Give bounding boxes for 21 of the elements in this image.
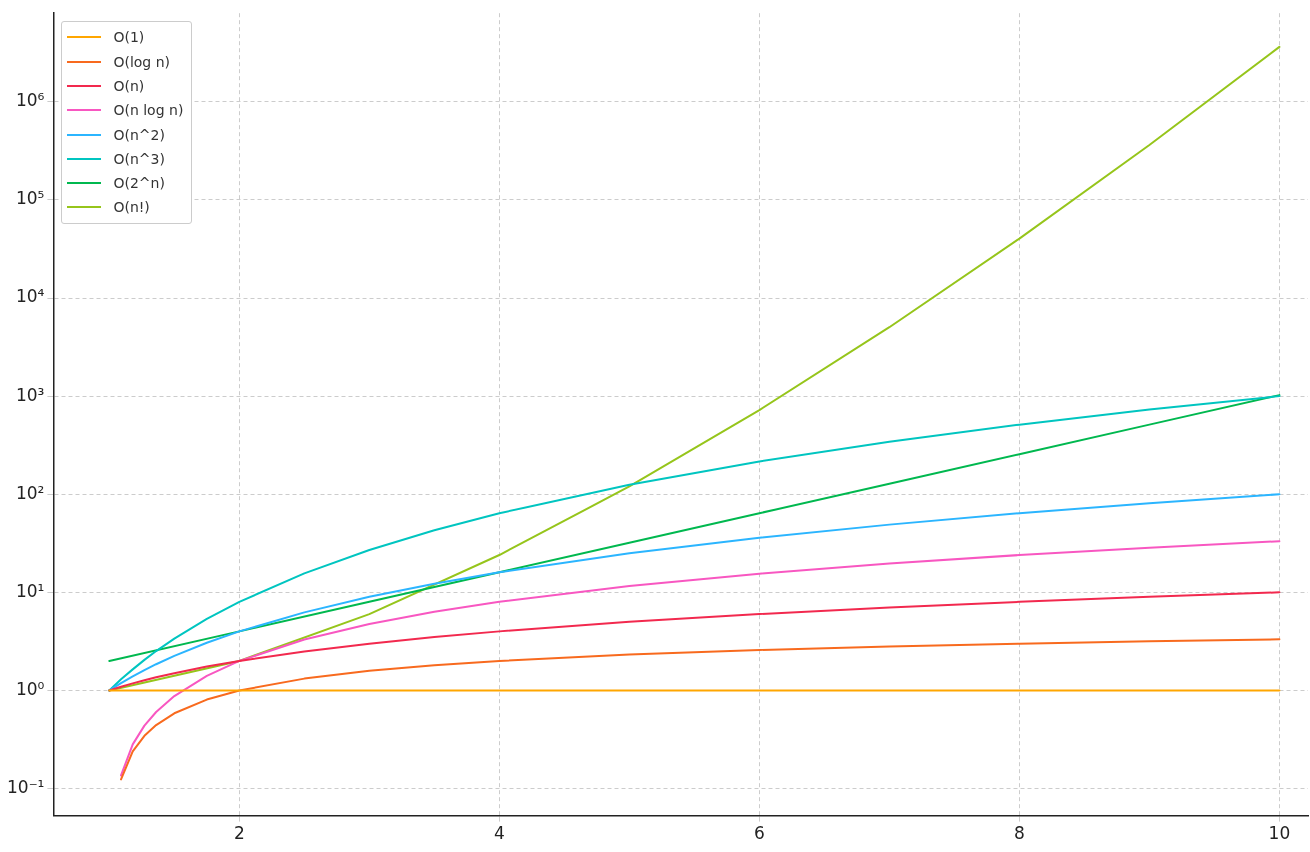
legend-label: O(n!) xyxy=(113,199,150,216)
legend-label: O(n) xyxy=(113,77,145,94)
y-tick-label: 10³ xyxy=(15,384,45,405)
y-tick-label: 10⁻¹ xyxy=(7,776,45,797)
x-tick-label: 8 xyxy=(1013,823,1025,844)
x-tick-label: 2 xyxy=(233,823,245,844)
x-tick-label: 4 xyxy=(493,823,505,844)
legend-label: O(n log n) xyxy=(113,102,184,119)
x-tick-label: 6 xyxy=(753,823,765,844)
legend-label: O(n^3) xyxy=(113,150,165,167)
y-tick-label: 10⁰ xyxy=(15,678,45,699)
legend-label: O(2^n) xyxy=(113,175,165,192)
y-tick-label: 10⁵ xyxy=(15,188,45,209)
y-tick-label: 10² xyxy=(15,482,45,503)
legend-label: O(log n) xyxy=(113,53,171,70)
legend-label: O(1) xyxy=(113,29,145,46)
y-tick-label: 10¹ xyxy=(15,580,45,601)
x-tick-label: 10 xyxy=(1268,823,1291,844)
legend-label: O(n^2) xyxy=(113,126,165,143)
y-tick-label: 10⁶ xyxy=(15,90,45,111)
y-tick-label: 10⁴ xyxy=(15,286,45,307)
